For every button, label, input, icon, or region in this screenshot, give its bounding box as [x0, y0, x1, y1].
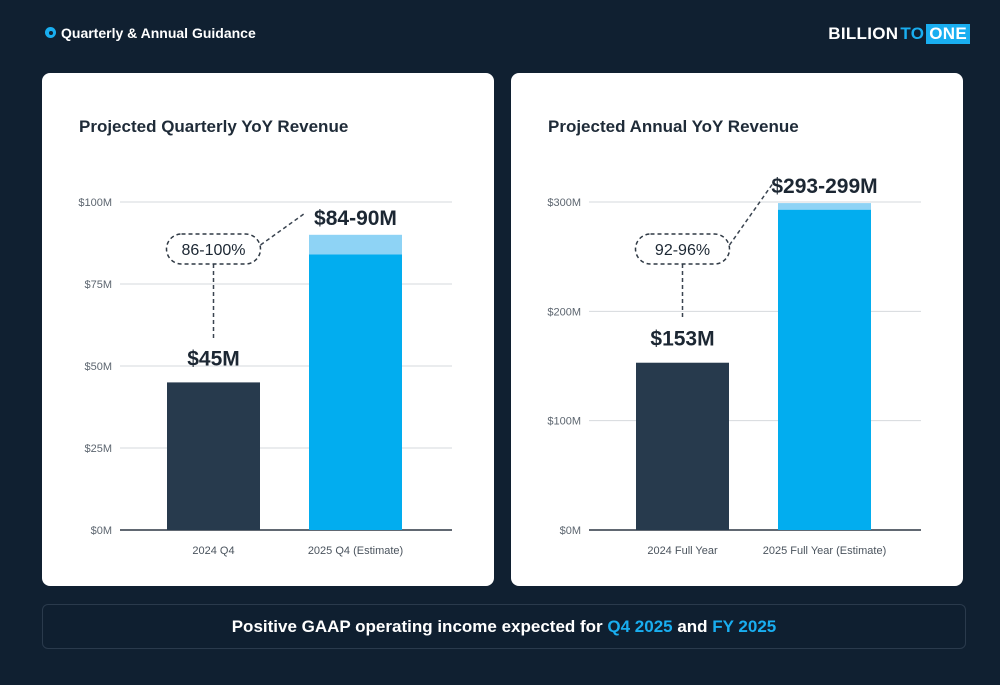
logo-text-one: ONE [926, 24, 970, 44]
chart-title: Projected Annual YoY Revenue [548, 117, 799, 136]
x-tick-label: 2024 Full Year [647, 545, 718, 557]
data-label: $293-299M [771, 175, 877, 198]
y-tick-label: $300M [547, 197, 581, 209]
logo-text-billion: BILLION [828, 24, 899, 43]
data-label: $45M [187, 347, 240, 370]
growth-pill [634, 233, 731, 265]
y-tick-label: $0M [91, 525, 112, 537]
banner-highlight-fy: FY 2025 [712, 616, 777, 636]
chart-title: Projected Quarterly YoY Revenue [79, 117, 349, 136]
y-tick-label: $100M [547, 416, 581, 428]
x-tick-label: 2024 Q4 [192, 545, 234, 557]
quarterly-revenue-chart: $0M $25M $50M $75M $100M 2024 Q4 2025 Q4 (Esti… [78, 197, 452, 557]
y-tick-label: $50M [84, 361, 112, 373]
guidance-banner: Positive GAAP operating income expected … [42, 604, 966, 649]
section-title: Quarterly & Annual Guidance [61, 25, 256, 41]
annual-chart-card: Projected Annual YoY Revenue $0M $100M $20… [511, 73, 963, 586]
growth-label: 92-96% [655, 242, 710, 259]
bar [778, 209, 871, 531]
x-tick-label: 2025 Q4 (Estimate) [308, 545, 403, 557]
y-tick-label: $100M [78, 197, 112, 209]
bar [636, 362, 729, 530]
growth-pill [165, 233, 262, 265]
y-tick-label: $0M [560, 525, 581, 537]
banner-text: Positive GAAP operating income expected … [231, 616, 608, 636]
growth-connector-line [728, 180, 776, 246]
logo-text-to: TO [900, 24, 925, 43]
banner-text-middle: and [672, 616, 713, 636]
estimate-range-bar [309, 234, 402, 255]
company-logo: BILLION TO ONE [828, 24, 970, 44]
x-tick-label: 2025 Full Year (Estimate) [763, 545, 887, 557]
top-bar: Quarterly & Annual Guidance BILLION TO O… [0, 0, 1000, 68]
growth-label: 86-100% [181, 242, 245, 259]
bar [309, 254, 402, 531]
growth-connector-line [260, 212, 306, 246]
quarterly-chart-card: Projected Quarterly YoY Revenue $0M $25M $… [42, 73, 494, 586]
bar [167, 382, 260, 530]
y-tick-label: $25M [84, 443, 112, 455]
location-pin-icon [45, 27, 56, 38]
y-tick-label: $75M [84, 279, 112, 291]
data-label: $84-90M [314, 207, 397, 230]
y-tick-label: $200M [547, 306, 581, 318]
estimate-range-bar [778, 203, 871, 210]
annual-revenue-chart: $0M $100M $200M $300M 2024 Full Year 2025 Ful… [547, 175, 921, 557]
banner-highlight-q4: Q4 2025 [607, 616, 673, 636]
data-label: $153M [650, 328, 714, 351]
